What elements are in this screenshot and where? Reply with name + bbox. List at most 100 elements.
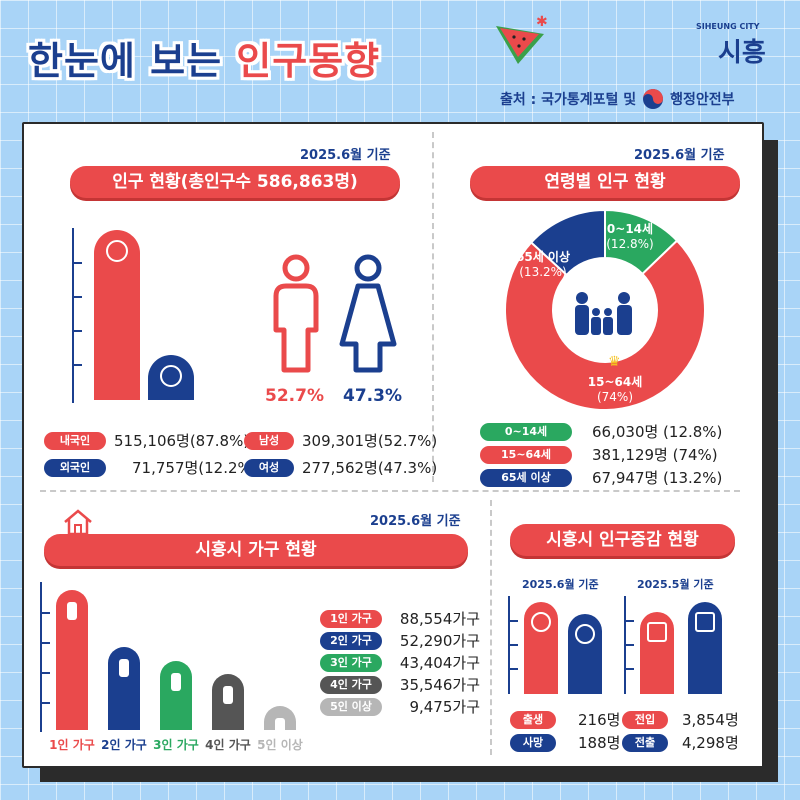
change-legend-row: 사망 188명 <box>510 732 620 753</box>
household-date: 2025.6월 기준 <box>370 514 461 529</box>
household-bar <box>108 647 140 730</box>
legend-tag: 15~64세 <box>480 445 572 464</box>
slice-name: 0~14세 <box>606 222 654 236</box>
title-part1: 한눈에 보는 <box>28 39 237 83</box>
legend-value: 277,562명(47.3%) <box>302 459 438 477</box>
household-people-icon <box>171 673 181 692</box>
change-title: 시흥시 인구증감 현황 <box>510 524 735 556</box>
household-bar <box>160 661 192 730</box>
legend-tag: 남성 <box>244 431 294 450</box>
family-icon <box>575 292 632 335</box>
ministry-text: 행정안전부 <box>670 92 735 108</box>
slice-name: 65세 이상 <box>516 250 570 264</box>
donut-slice-2 <box>529 208 606 277</box>
person-badge-icon <box>106 240 128 262</box>
change-axis-right <box>624 596 634 694</box>
logo-small-text: SIHEUNG CITY <box>696 22 760 31</box>
legend-tag: 전출 <box>622 733 668 752</box>
population-title: 인구 현황(총인구수 586,863명) <box>70 166 400 198</box>
watermelon-icon: ✱ <box>496 14 548 64</box>
slice-pct: (13.2%) <box>519 265 567 279</box>
legend-tag: 여성 <box>244 458 294 477</box>
household-people-icon <box>67 602 77 620</box>
change-bar <box>524 602 558 694</box>
person-badge-icon <box>160 365 182 387</box>
population-date: 2025.6월 기준 <box>300 148 391 163</box>
legend-tag: 전입 <box>622 710 668 729</box>
legend-tag: 2인 가구 <box>320 631 382 650</box>
household-title: 시흥시 가구 현황 <box>44 534 468 566</box>
taegeuk-icon <box>643 89 664 109</box>
legend-row: 여성 277,562명(47.3%) <box>244 457 437 478</box>
household-axis-label: 5인 이상 <box>257 738 303 752</box>
household-axis <box>40 582 50 732</box>
legend-value: 515,106명(87.8%) <box>114 432 250 450</box>
female-percent: 47.3% <box>343 386 402 406</box>
legend-value: 9,475가구 <box>409 698 480 716</box>
source-text: 출처 : 국가통계포털 및 <box>500 92 637 108</box>
household-legend-row: 1인 가구 88,554가구 <box>320 608 480 629</box>
legend-row: 남성 309,301명(52.7%) <box>244 430 437 451</box>
change-date-left: 2025.6월 기준 <box>522 578 599 591</box>
age-legend-row: 15~64세 381,129명 (74%) <box>480 444 718 465</box>
change-legend-row: 출생 216명 <box>510 709 620 730</box>
age-donut-chart <box>504 208 706 411</box>
age-legend-row: 65세 이상 67,947명 (13.2%) <box>480 467 722 488</box>
legend-value: 43,404가구 <box>399 654 480 672</box>
legend-value: 216명 <box>578 711 621 729</box>
legend-value: 4,298명 <box>682 734 739 752</box>
legend-tag: 출생 <box>510 710 556 729</box>
household-legend-row: 2인 가구 52,290가구 <box>320 630 480 651</box>
legend-value: 88,554가구 <box>399 610 480 628</box>
legend-tag: 외국인 <box>44 458 106 477</box>
slice-pct: (12.8%) <box>606 237 654 251</box>
change-legend-row: 전출 4,298명 <box>622 732 739 753</box>
title-part2: 인구동향 <box>236 39 381 83</box>
legend-value: 309,301명(52.7%) <box>302 432 438 450</box>
population-axis <box>72 228 82 403</box>
slice-label-0-14: 0~14세 (12.8%) <box>600 220 660 251</box>
legend-tag: 0~14세 <box>480 422 572 441</box>
change-date-right: 2025.5월 기준 <box>637 578 714 591</box>
legend-value: 67,947명 (13.2%) <box>592 469 723 487</box>
source-line: 출처 : 국가통계포털 및 행정안전부 <box>500 88 735 110</box>
siheung-logo: SIHEUNG CITY 시흥 <box>690 18 780 68</box>
male-percent: 52.7% <box>265 386 324 406</box>
legend-value: 381,129명 (74%) <box>592 446 718 464</box>
slice-name: 15~64세 <box>587 375 643 389</box>
slice-pct: (74%) <box>596 390 634 404</box>
household-axis-label: 1인 가구 <box>49 738 95 752</box>
move-in-house-icon <box>647 621 667 642</box>
household-legend-row: 5인 이상 9,475가구 <box>320 696 480 717</box>
male-icon <box>273 254 319 373</box>
divider-bottom <box>490 500 492 755</box>
smile-face-icon <box>531 612 551 632</box>
move-out-house-icon <box>695 612 715 632</box>
legend-tag: 4인 가구 <box>320 675 382 694</box>
age-title: 연령별 인구 현황 <box>470 166 740 198</box>
slice-label-65plus: 65세 이상 (13.2%) <box>508 248 578 279</box>
legend-value: 52,290가구 <box>399 632 480 650</box>
divider-top <box>432 132 434 482</box>
female-icon <box>339 254 397 373</box>
age-date: 2025.6월 기준 <box>634 148 725 163</box>
legend-tag: 1인 가구 <box>320 609 382 628</box>
legend-row: 외국인 71,757명(12.2%) <box>44 457 258 478</box>
slice-label-15-64: 15~64세 (74%) <box>580 373 650 404</box>
change-bar <box>688 602 722 694</box>
logo-big-text: 시흥 <box>718 38 766 68</box>
legend-tag: 3인 가구 <box>320 653 382 672</box>
legend-tag: 사망 <box>510 733 556 752</box>
legend-value: 188명 <box>578 734 621 752</box>
age-legend-row: 0~14세 66,030명 (12.8%) <box>480 421 722 442</box>
legend-tag: 5인 이상 <box>320 697 382 716</box>
change-bar <box>568 613 602 694</box>
crown-icon: ♛ <box>608 354 621 370</box>
household-bar <box>264 706 296 736</box>
legend-value: 71,757명(12.2%) <box>132 459 258 477</box>
legend-value: 66,030명 (12.8%) <box>592 423 723 441</box>
legend-tag: 65세 이상 <box>480 468 572 487</box>
household-axis-label: 4인 가구 <box>205 738 251 752</box>
divider-middle <box>40 490 740 492</box>
household-axis-label: 3인 가구 <box>153 738 199 752</box>
